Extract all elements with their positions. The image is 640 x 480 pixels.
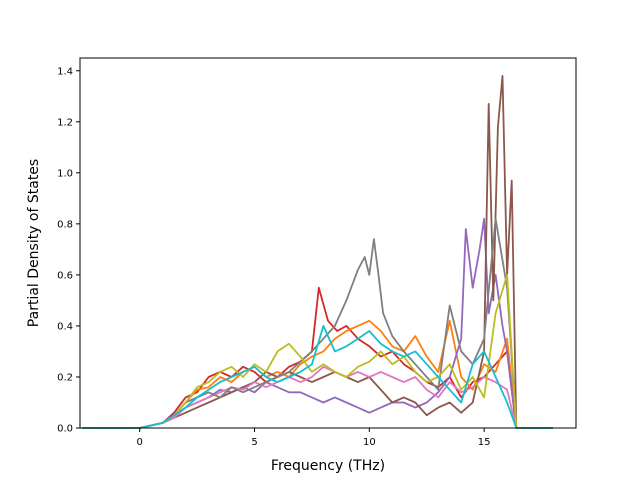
y-tick-label: 1.4: [57, 66, 73, 77]
y-tick-label: 0.6: [57, 270, 73, 281]
y-tick-label: 1.2: [57, 117, 73, 128]
series-line-2: [82, 319, 553, 429]
x-tick-label: 15: [478, 437, 491, 448]
y-tick-label: 1.0: [57, 168, 73, 179]
series-line-7: [82, 273, 553, 429]
series-line-4: [82, 75, 553, 429]
x-axis-ticks: 0 5 10 15: [137, 428, 491, 448]
y-tick-label: 0.4: [57, 321, 73, 332]
series-layer: [82, 75, 553, 429]
x-axis-label: Frequency (THz): [271, 458, 385, 474]
plot-frame: [79, 57, 577, 429]
x-tick-label: 0: [137, 437, 143, 448]
y-axis-label: Partial Density of States: [26, 159, 42, 327]
y-tick-label: 0.0: [57, 424, 73, 435]
y-axis-ticks: 0.0 0.2 0.4 0.6 0.8 1.0 1.2 1.4: [57, 66, 80, 435]
series-line-6: [82, 217, 553, 429]
y-tick-label: 0.2: [57, 372, 73, 383]
x-tick-label: 10: [363, 437, 376, 448]
x-tick-label: 5: [251, 437, 257, 448]
series-line-8: [82, 324, 553, 429]
y-tick-label: 0.8: [57, 219, 73, 230]
